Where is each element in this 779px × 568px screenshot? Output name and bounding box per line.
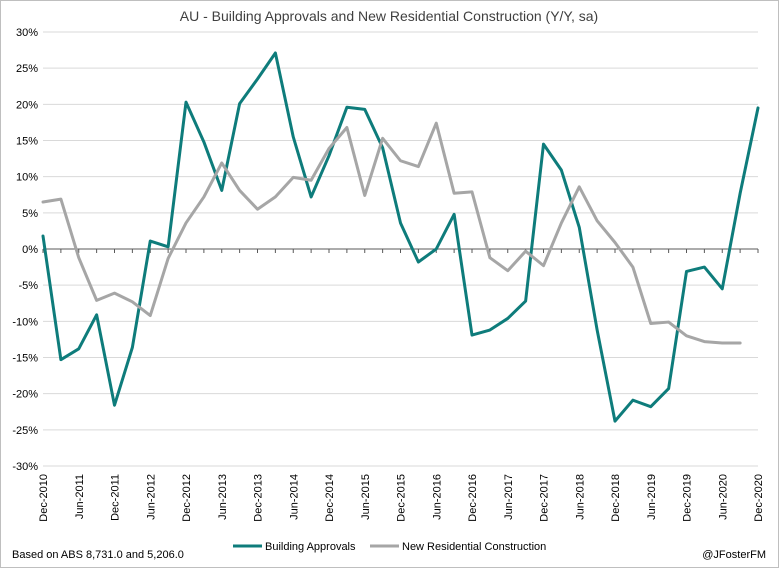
- x-tick-label: Dec-2010: [38, 474, 50, 522]
- y-tick-label: -30%: [12, 461, 38, 473]
- y-tick-label: -10%: [12, 316, 38, 328]
- legend: Building Approvals New Residential Const…: [233, 541, 546, 553]
- x-tick-label: Dec-2014: [324, 474, 336, 522]
- y-tick-label: -25%: [12, 425, 38, 437]
- x-tick-label: Jun-2014: [288, 474, 300, 520]
- y-tick-label: 25%: [16, 63, 38, 75]
- footer-author-handle: @JFosterFM: [702, 549, 766, 561]
- x-tick-label: Jun-2019: [646, 474, 658, 520]
- x-tick-label: Jun-2017: [503, 474, 515, 520]
- x-tick-label: Dec-2016: [467, 474, 479, 522]
- x-tick-label: Jun-2016: [431, 474, 443, 520]
- legend-label-building-approvals: Building Approvals: [265, 541, 356, 553]
- x-tick-label: Jun-2013: [217, 474, 229, 520]
- x-tick-label: Jun-2018: [574, 474, 586, 520]
- x-tick-label: Dec-2018: [610, 474, 622, 522]
- series-line-new-residential-construction: [41, 121, 742, 345]
- y-tick-label: 0%: [22, 244, 38, 256]
- series-lines: [41, 51, 760, 423]
- y-axis-ticks: -30% -25% -20% -15% -10% -5% 0% 5% 10% 15% 20% 25% 3…: [12, 27, 38, 473]
- x-tick-label: Dec-2013: [253, 474, 265, 522]
- x-tick-label: Dec-2017: [539, 474, 551, 522]
- x-tick-label: Jun-2020: [717, 474, 729, 520]
- y-tick-label: -5%: [18, 280, 38, 292]
- y-tick-label: -15%: [12, 353, 38, 365]
- series-line-building-approvals: [41, 51, 760, 423]
- x-tick-label: Jun-2011: [74, 474, 86, 519]
- y-tick-label: 5%: [22, 208, 38, 220]
- y-tick-label: 20%: [16, 99, 38, 111]
- x-tick-label: Dec-2011: [110, 474, 122, 521]
- x-tick-label: Dec-2012: [181, 474, 193, 522]
- y-tick-label: 30%: [16, 27, 38, 39]
- x-axis-ticks: Dec-2010 Jun-2011 Dec-2011 Jun-2012 Dec-2012…: [38, 249, 765, 522]
- y-tick-label: -20%: [12, 389, 38, 401]
- x-tick-label: Dec-2015: [396, 474, 408, 522]
- y-tick-label: 15%: [16, 136, 38, 148]
- y-tick-label: 10%: [16, 172, 38, 184]
- x-tick-label: Dec-2020: [753, 474, 765, 522]
- x-tick-label: Jun-2015: [360, 474, 372, 520]
- footer-source-note: Based on ABS 8,731.0 and 5,206.0: [12, 549, 184, 561]
- chart-title: AU - Building Approvals and New Resident…: [180, 8, 598, 24]
- x-tick-label: Dec-2019: [682, 474, 694, 522]
- x-tick-label: Jun-2012: [145, 474, 157, 520]
- legend-label-new-residential-construction: New Residential Construction: [402, 541, 546, 553]
